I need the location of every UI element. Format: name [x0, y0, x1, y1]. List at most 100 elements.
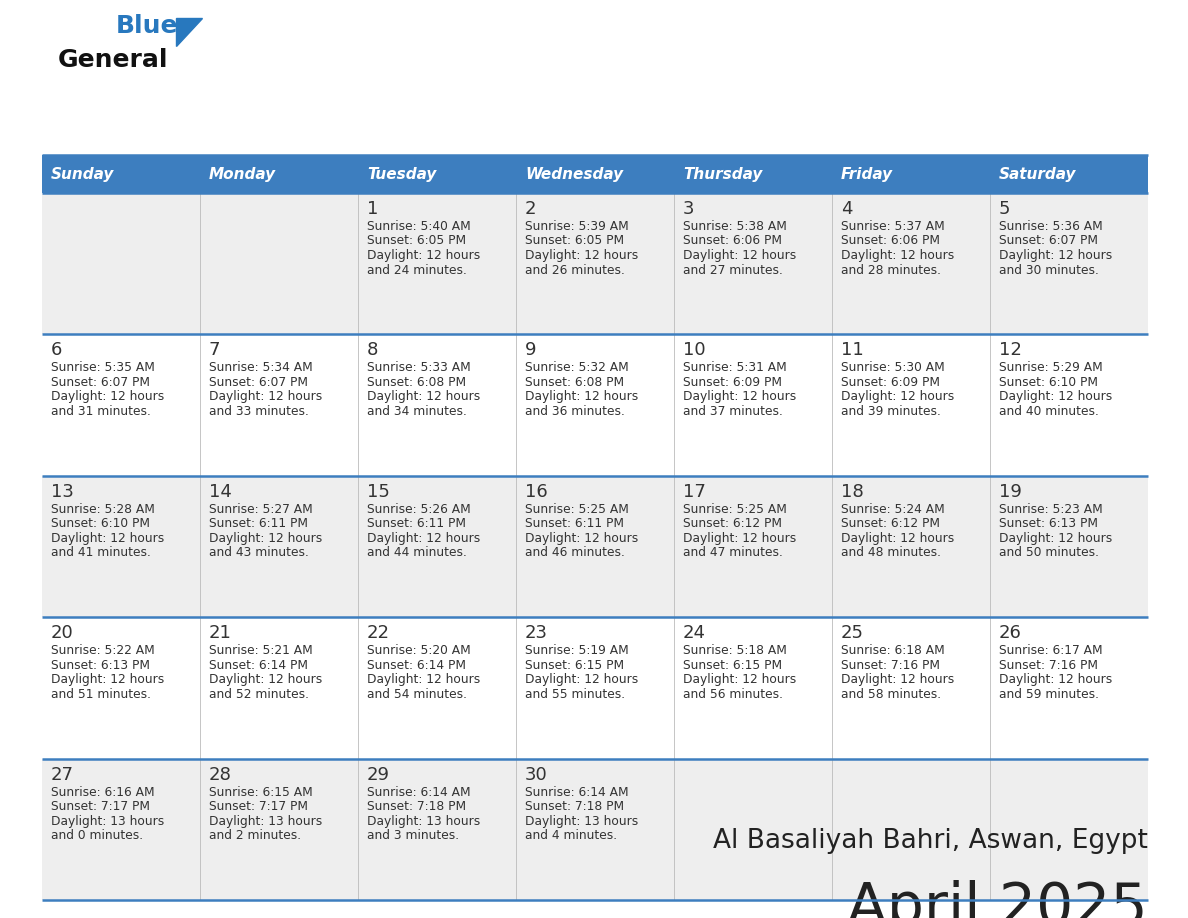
- Text: Daylight: 12 hours: Daylight: 12 hours: [51, 532, 164, 544]
- Text: Sunrise: 5:30 AM: Sunrise: 5:30 AM: [841, 362, 944, 375]
- Text: Daylight: 12 hours: Daylight: 12 hours: [525, 249, 638, 262]
- Text: Blue: Blue: [116, 14, 178, 38]
- Text: Saturday: Saturday: [999, 166, 1076, 182]
- Bar: [200, 155, 358, 193]
- Text: Daylight: 12 hours: Daylight: 12 hours: [683, 673, 796, 686]
- Bar: [990, 334, 1148, 476]
- Text: Daylight: 12 hours: Daylight: 12 hours: [683, 249, 796, 262]
- Text: Friday: Friday: [841, 166, 893, 182]
- Bar: [674, 758, 832, 900]
- Text: Daylight: 12 hours: Daylight: 12 hours: [841, 673, 954, 686]
- Text: and 27 minutes.: and 27 minutes.: [683, 263, 783, 276]
- Text: 4: 4: [841, 200, 853, 218]
- Text: 9: 9: [525, 341, 537, 360]
- Text: Sunrise: 6:16 AM: Sunrise: 6:16 AM: [51, 786, 154, 799]
- Text: Sunrise: 5:37 AM: Sunrise: 5:37 AM: [841, 220, 944, 233]
- Text: Sunrise: 5:35 AM: Sunrise: 5:35 AM: [51, 362, 154, 375]
- Bar: [990, 617, 1148, 758]
- Text: Al Basaliyah Bahri, Aswan, Egypt: Al Basaliyah Bahri, Aswan, Egypt: [713, 828, 1148, 854]
- Bar: [200, 476, 358, 617]
- Text: and 24 minutes.: and 24 minutes.: [367, 263, 467, 276]
- Text: Sunset: 6:14 PM: Sunset: 6:14 PM: [209, 659, 308, 672]
- Bar: [516, 758, 674, 900]
- Text: Sunset: 6:07 PM: Sunset: 6:07 PM: [999, 234, 1098, 248]
- Bar: [832, 758, 990, 900]
- Text: Sunset: 6:05 PM: Sunset: 6:05 PM: [525, 234, 624, 248]
- Bar: [200, 193, 358, 334]
- Text: 18: 18: [841, 483, 864, 501]
- Text: Sunset: 6:06 PM: Sunset: 6:06 PM: [683, 234, 782, 248]
- Text: and 31 minutes.: and 31 minutes.: [51, 405, 151, 418]
- Text: Sunrise: 6:14 AM: Sunrise: 6:14 AM: [367, 786, 470, 799]
- Text: Daylight: 12 hours: Daylight: 12 hours: [209, 673, 322, 686]
- Text: and 37 minutes.: and 37 minutes.: [683, 405, 783, 418]
- Text: and 52 minutes.: and 52 minutes.: [209, 688, 309, 700]
- Text: and 58 minutes.: and 58 minutes.: [841, 688, 941, 700]
- Text: Daylight: 12 hours: Daylight: 12 hours: [367, 673, 480, 686]
- Text: and 50 minutes.: and 50 minutes.: [999, 546, 1099, 559]
- Text: Daylight: 12 hours: Daylight: 12 hours: [683, 390, 796, 403]
- Text: and 54 minutes.: and 54 minutes.: [367, 688, 467, 700]
- Text: 27: 27: [51, 766, 74, 784]
- Text: 15: 15: [367, 483, 390, 501]
- Text: 10: 10: [683, 341, 706, 360]
- Bar: [516, 617, 674, 758]
- Text: and 59 minutes.: and 59 minutes.: [999, 688, 1099, 700]
- Text: Sunday: Sunday: [51, 166, 114, 182]
- Text: Daylight: 12 hours: Daylight: 12 hours: [841, 390, 954, 403]
- Text: Daylight: 12 hours: Daylight: 12 hours: [51, 390, 164, 403]
- Text: Sunset: 6:15 PM: Sunset: 6:15 PM: [525, 659, 624, 672]
- Text: Sunrise: 5:22 AM: Sunrise: 5:22 AM: [51, 644, 154, 657]
- Bar: [200, 334, 358, 476]
- Text: Daylight: 13 hours: Daylight: 13 hours: [51, 814, 164, 828]
- Bar: [516, 193, 674, 334]
- Text: Daylight: 12 hours: Daylight: 12 hours: [209, 532, 322, 544]
- Text: Daylight: 12 hours: Daylight: 12 hours: [525, 532, 638, 544]
- Text: Sunrise: 6:17 AM: Sunrise: 6:17 AM: [999, 644, 1102, 657]
- Text: Daylight: 12 hours: Daylight: 12 hours: [841, 249, 954, 262]
- Text: Daylight: 12 hours: Daylight: 12 hours: [683, 532, 796, 544]
- Text: Sunrise: 5:26 AM: Sunrise: 5:26 AM: [367, 503, 470, 516]
- Text: 17: 17: [683, 483, 706, 501]
- Text: 28: 28: [209, 766, 232, 784]
- Polygon shape: [176, 18, 202, 46]
- Text: Sunset: 7:18 PM: Sunset: 7:18 PM: [367, 800, 466, 813]
- Text: 16: 16: [525, 483, 548, 501]
- Text: 6: 6: [51, 341, 63, 360]
- Text: Sunset: 6:08 PM: Sunset: 6:08 PM: [525, 375, 624, 389]
- Text: Daylight: 12 hours: Daylight: 12 hours: [367, 532, 480, 544]
- Text: April 2025: April 2025: [847, 880, 1148, 918]
- Text: Sunset: 6:09 PM: Sunset: 6:09 PM: [841, 375, 940, 389]
- Text: Sunrise: 5:32 AM: Sunrise: 5:32 AM: [525, 362, 628, 375]
- Text: Sunrise: 5:27 AM: Sunrise: 5:27 AM: [209, 503, 312, 516]
- Bar: [358, 617, 516, 758]
- Text: Sunrise: 5:25 AM: Sunrise: 5:25 AM: [683, 503, 786, 516]
- Text: and 56 minutes.: and 56 minutes.: [683, 688, 783, 700]
- Text: Sunrise: 5:20 AM: Sunrise: 5:20 AM: [367, 644, 470, 657]
- Text: 20: 20: [51, 624, 74, 643]
- Text: and 48 minutes.: and 48 minutes.: [841, 546, 941, 559]
- Text: Sunset: 6:10 PM: Sunset: 6:10 PM: [999, 375, 1098, 389]
- Bar: [990, 476, 1148, 617]
- Text: Sunrise: 6:14 AM: Sunrise: 6:14 AM: [525, 786, 628, 799]
- Text: Daylight: 12 hours: Daylight: 12 hours: [367, 390, 480, 403]
- Bar: [674, 193, 832, 334]
- Text: Sunset: 6:06 PM: Sunset: 6:06 PM: [841, 234, 940, 248]
- Bar: [674, 617, 832, 758]
- Bar: [674, 476, 832, 617]
- Text: Daylight: 13 hours: Daylight: 13 hours: [367, 814, 480, 828]
- Text: Sunset: 6:13 PM: Sunset: 6:13 PM: [999, 518, 1098, 531]
- Text: and 2 minutes.: and 2 minutes.: [209, 829, 301, 842]
- Text: 23: 23: [525, 624, 548, 643]
- Text: General: General: [58, 48, 169, 72]
- Text: Daylight: 12 hours: Daylight: 12 hours: [51, 673, 164, 686]
- Text: and 55 minutes.: and 55 minutes.: [525, 688, 625, 700]
- Text: and 4 minutes.: and 4 minutes.: [525, 829, 617, 842]
- Text: Daylight: 12 hours: Daylight: 12 hours: [999, 532, 1112, 544]
- Text: Daylight: 13 hours: Daylight: 13 hours: [209, 814, 322, 828]
- Bar: [200, 758, 358, 900]
- Bar: [516, 155, 674, 193]
- Text: Daylight: 12 hours: Daylight: 12 hours: [525, 673, 638, 686]
- Text: and 0 minutes.: and 0 minutes.: [51, 829, 143, 842]
- Bar: [674, 334, 832, 476]
